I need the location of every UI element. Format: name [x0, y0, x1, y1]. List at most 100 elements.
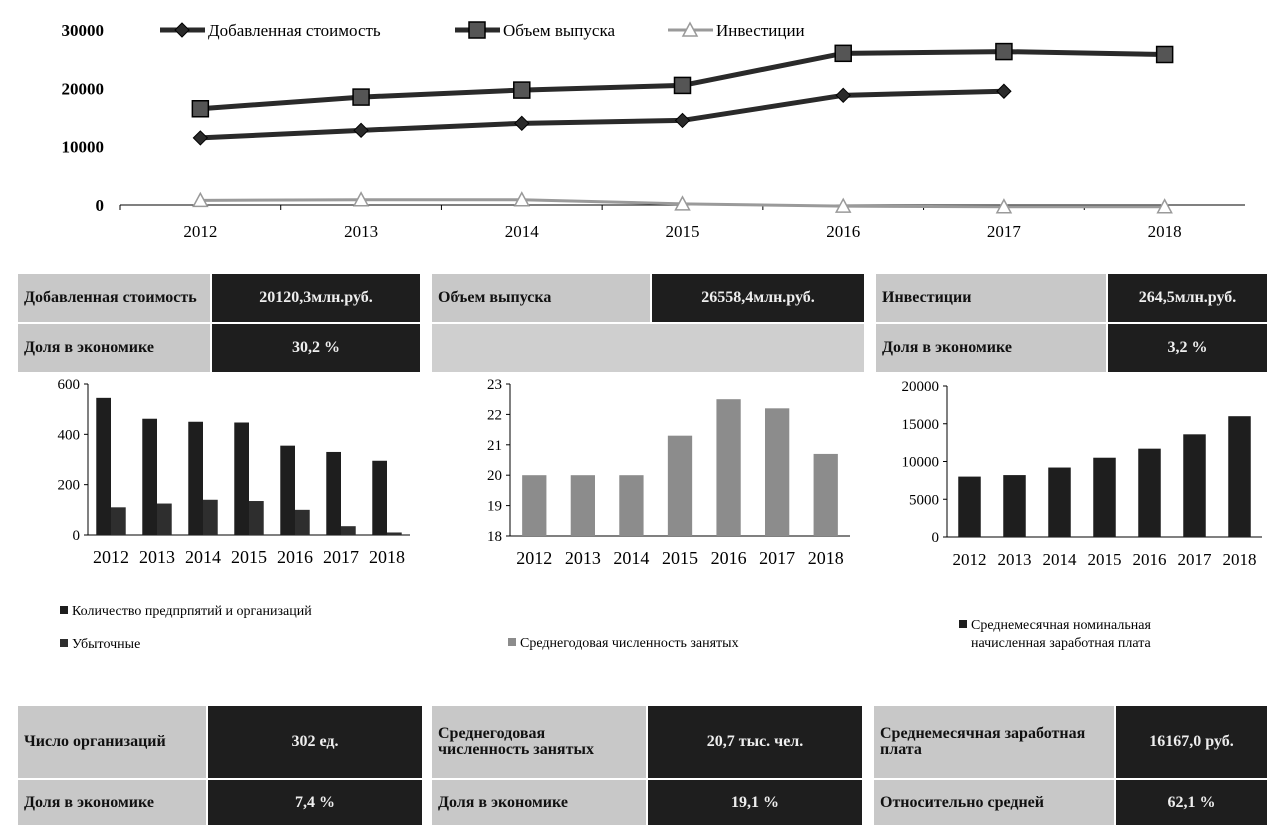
legend-swatch — [60, 606, 68, 614]
investments-share-value: 3,2 % — [1108, 324, 1267, 372]
bar-1 — [1228, 416, 1251, 537]
x-tick-label: 2014 — [185, 547, 221, 567]
series-1-point — [996, 83, 1012, 99]
legend-marker-3 — [681, 21, 699, 37]
x-tick-label: 2017 — [1178, 550, 1213, 569]
y-tick-label: 22 — [487, 407, 502, 423]
x-tick-label: 2017 — [323, 547, 359, 567]
series-3-point — [352, 191, 370, 207]
y-tick-label: 10000 — [62, 138, 105, 157]
investments-share-label: Доля в экономике — [876, 324, 1106, 372]
y-tick-label: 200 — [58, 478, 81, 494]
x-tick-label: 2012 — [953, 550, 987, 569]
bar-1 — [667, 435, 693, 536]
bar-1 — [1183, 434, 1206, 537]
bar-1 — [280, 445, 295, 535]
y-tick-label: 19 — [487, 499, 502, 515]
x-tick-label: 2017 — [987, 222, 1022, 241]
x-tick-label: 2012 — [183, 222, 217, 241]
y-tick-label: 0 — [96, 196, 105, 215]
employment-bar-chart: 18 19 20 21 22 23 2012 2013 2014 2015 2016 2017 2018… — [487, 377, 850, 651]
organizations-share-value: 7,4 % — [208, 780, 422, 825]
x-tick-label: 2016 — [277, 547, 313, 567]
bar-1 — [1138, 448, 1161, 537]
legend-swatch — [60, 639, 68, 647]
salary-value: 16167,0 руб. — [1116, 706, 1267, 778]
bar-1 — [958, 476, 981, 537]
x-tick-label: 2014 — [613, 548, 649, 568]
x-tick-label: 2015 — [1088, 550, 1122, 569]
series-3-point — [192, 191, 209, 208]
y-tick-label: 21 — [487, 438, 502, 454]
y-tick-label: 0 — [932, 530, 940, 546]
series-line-1 — [200, 88, 1004, 141]
legend-label: Среднемесячная номинальная — [971, 618, 1151, 633]
series-1-point — [192, 130, 209, 146]
salary-bar-chart: 0 5000 10000 15000 20000 2012 2013 2014 2015 2016… — [902, 379, 1262, 651]
bar-2 — [341, 526, 356, 535]
x-tick-label: 2017 — [759, 548, 795, 568]
legend-label-3: Инвестиции — [716, 21, 805, 40]
y-tick-label: 30000 — [62, 21, 105, 40]
bar-2 — [111, 507, 126, 535]
investments-value: 264,5млн.руб. — [1108, 274, 1267, 322]
y-tick-label: 0 — [73, 528, 81, 544]
legend-label: Убыточные — [72, 637, 140, 652]
x-tick-label: 2016 — [1133, 550, 1167, 569]
bar-1 — [716, 399, 741, 536]
organizations-value: 302 ед. — [208, 706, 422, 778]
bar-1 — [96, 397, 111, 535]
series-2-point — [1155, 45, 1174, 64]
bar-2 — [203, 499, 218, 535]
x-tick-label: 2018 — [369, 547, 405, 567]
legend-swatch — [508, 638, 516, 646]
x-tick-label: 2014 — [1043, 550, 1078, 569]
y-tick-label: 400 — [58, 427, 81, 443]
legend-label: Количество предпрпятий и организаций — [72, 604, 312, 619]
legend-swatch — [959, 620, 967, 628]
series-1-point — [674, 112, 691, 129]
y-tick-label: 20000 — [62, 79, 105, 98]
salary-relative-label: Относительно средней — [874, 780, 1114, 825]
bar-1 — [188, 421, 203, 535]
series-3-point — [834, 197, 852, 213]
series-3-point — [1156, 198, 1173, 214]
organizations-label: Число организаций — [18, 706, 206, 778]
y-tick-label: 18 — [487, 529, 502, 545]
y-tick-label: 15000 — [902, 417, 940, 433]
output-volume-label: Объем выпуска — [432, 274, 650, 322]
employed-share-value: 19,1 % — [648, 780, 862, 825]
bar-2 — [295, 509, 310, 535]
bar-1 — [326, 451, 341, 535]
main-line-chart: 0 10000 20000 30000 2012 2013 2014 2015 2016 2017… — [62, 21, 1245, 241]
bar-1 — [619, 475, 644, 536]
x-tick-label: 2015 — [662, 548, 698, 568]
added-value-share-value: 30,2 % — [212, 324, 420, 372]
x-tick-label: 2013 — [998, 550, 1032, 569]
legend-label: начисленная заработная плата — [971, 636, 1152, 651]
series-1-point — [514, 115, 530, 132]
x-tick-label: 2014 — [505, 222, 540, 241]
employed-label: Среднегодовая численность занятых — [432, 706, 646, 778]
bar-2 — [157, 503, 172, 535]
employed-share-label: Доля в экономике — [432, 780, 646, 825]
added-value-label: Добавленная стоимость — [18, 274, 210, 322]
salary-label: Среднемесячная заработная плата — [874, 706, 1114, 778]
bar-1 — [522, 475, 547, 536]
added-value-value: 20120,3млн.руб. — [212, 274, 420, 322]
series-2-point — [352, 88, 370, 106]
y-tick-label: 600 — [58, 377, 81, 393]
y-tick-label: 20 — [487, 468, 502, 484]
legend-marker-2 — [468, 21, 486, 39]
x-tick-label: 2013 — [139, 547, 175, 567]
series-2-point — [191, 100, 210, 118]
organizations-bar-chart: 0 200 400 600 2012 2013 2014 2015 2016 2017 2018 Ко… — [58, 377, 410, 652]
added-value-share-label: Доля в экономике — [18, 324, 210, 372]
series-1-point — [353, 122, 369, 139]
y-tick-label: 5000 — [909, 492, 939, 508]
x-tick-label: 2013 — [565, 548, 601, 568]
x-tick-label: 2018 — [808, 548, 844, 568]
bar-1 — [1003, 475, 1026, 537]
bar-2 — [249, 501, 264, 535]
series-3-point — [674, 195, 691, 211]
